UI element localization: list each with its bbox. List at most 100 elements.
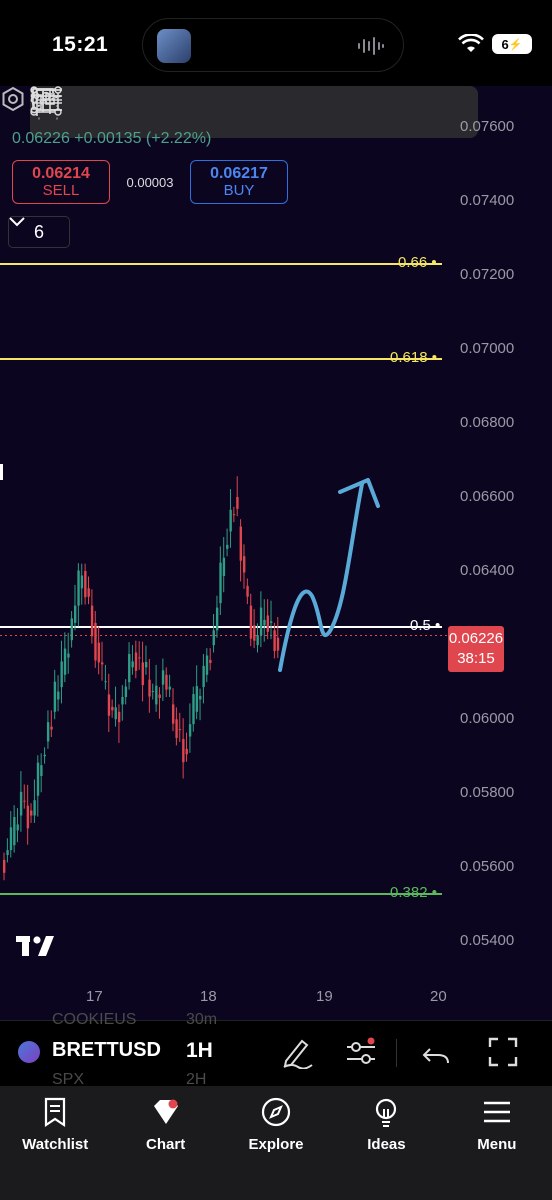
candle-body: [151, 691, 155, 693]
chevron-down-icon: [9, 217, 25, 227]
candle: [151, 683, 155, 700]
candle: [155, 664, 158, 712]
candle-body: [9, 827, 13, 851]
nav-watchlist[interactable]: Watchlist: [0, 1086, 110, 1200]
symbol-logo: [18, 1041, 40, 1063]
candle-body: [33, 800, 36, 816]
candle-body: [236, 496, 239, 509]
price-axis-tick: 0.05400: [460, 932, 515, 950]
candle: [121, 685, 124, 721]
candle: [57, 675, 60, 712]
lightbulb-icon: [376, 1098, 397, 1127]
candle-body: [263, 619, 266, 626]
battery-level: 6: [501, 36, 509, 52]
candle: [192, 686, 195, 732]
candle-body: [246, 585, 249, 597]
candle-body: [94, 622, 97, 661]
candle: [239, 519, 242, 582]
chart-canvas[interactable]: ⋮⋮ 0.06226 +0.00135 (+2.22%) 0.06214: [0, 86, 552, 1030]
candle-body: [202, 665, 205, 688]
candle: [266, 599, 270, 640]
candle: [172, 688, 175, 732]
fullscreen-icon[interactable]: [486, 1035, 520, 1069]
drawing-toolbar: ⋮⋮: [30, 86, 478, 138]
nav-menu[interactable]: Menu: [442, 1086, 552, 1200]
candle-body: [161, 670, 165, 685]
symbol-selector[interactable]: BRETTUSD: [52, 1039, 161, 1061]
candle: [40, 753, 43, 793]
projection-arrow: [278, 482, 364, 672]
candle-body: [155, 685, 158, 705]
chart-settings-icon[interactable]: [0, 86, 26, 112]
price-axis-tick: 0.05600: [460, 858, 515, 876]
candle: [168, 674, 172, 697]
candle-body: [23, 800, 26, 802]
candle: [43, 747, 46, 764]
candle: [249, 593, 253, 647]
fib-level-label: 0.5 •: [410, 617, 441, 634]
nav-chart[interactable]: Chart: [110, 1086, 220, 1200]
candle-body: [70, 618, 73, 641]
fib-level-label: 0.66 •: [398, 254, 437, 271]
nav-label: Watchlist: [22, 1136, 89, 1153]
long-position-icon[interactable]: [32, 86, 424, 138]
candle-body: [266, 615, 270, 632]
parallel-channel-icon[interactable]: [30, 86, 320, 138]
candle-body: [222, 557, 226, 576]
text-tool-icon[interactable]: [32, 86, 476, 138]
rectangle-icon[interactable]: [30, 86, 268, 138]
candle: [134, 640, 138, 679]
date-axis-tick: 18: [200, 988, 217, 1005]
candle-body: [172, 704, 175, 724]
candle: [114, 686, 117, 727]
bottom-nav: Watchlist Chart Explore Ideas Menu: [0, 1086, 552, 1200]
timeframe-selector[interactable]: 1H: [186, 1039, 213, 1062]
menu-icon: [483, 1101, 510, 1123]
price-axis-tick: 0.06000: [460, 710, 515, 728]
indicators-settings-icon[interactable]: [344, 1035, 378, 1069]
candle-countdown: 38:15: [457, 650, 495, 667]
nav-ideas[interactable]: Ideas: [331, 1086, 441, 1200]
candle: [222, 536, 226, 593]
candle: [117, 704, 121, 743]
candle: [80, 563, 84, 605]
sell-label: SELL: [42, 182, 80, 199]
candle-body: [57, 691, 60, 700]
candle-body: [158, 694, 161, 698]
candle-body: [107, 694, 111, 716]
date-axis-tick: 19: [316, 988, 333, 1005]
candle: [242, 544, 246, 589]
candle: [97, 626, 101, 675]
candle-body: [40, 765, 43, 777]
candle-body: [188, 724, 192, 737]
drawing-tools-icon[interactable]: [280, 1035, 314, 1069]
nav-explore[interactable]: Explore: [221, 1086, 331, 1200]
candle-body: [26, 805, 30, 829]
candle: [53, 669, 57, 720]
candle-body: [165, 674, 168, 690]
candle: [212, 614, 215, 653]
pitchfork-icon[interactable]: [30, 86, 372, 138]
candle: [205, 648, 209, 683]
candle: [60, 640, 63, 704]
indicators-toggle[interactable]: 6: [8, 216, 70, 248]
candle: [77, 563, 80, 627]
battery-indicator: 6 ⚡: [492, 34, 532, 54]
sell-button[interactable]: 0.06214 SELL: [12, 160, 110, 204]
current-price-tag: 0.06226 38:15: [448, 626, 504, 672]
price-axis-tick: 0.05800: [460, 784, 515, 802]
candle-body: [16, 824, 19, 831]
dynamic-island[interactable]: [142, 18, 404, 72]
candle-body: [121, 696, 124, 705]
buy-label: BUY: [223, 182, 255, 199]
spread-value: 0.00003: [126, 174, 174, 190]
candle: [6, 838, 9, 863]
candle: [229, 489, 232, 548]
candle: [144, 645, 148, 675]
candle-body: [239, 526, 242, 561]
price-chart[interactable]: [0, 86, 552, 1030]
buy-button[interactable]: 0.06217 BUY: [190, 160, 288, 204]
candle-body: [178, 729, 182, 731]
undo-icon[interactable]: [420, 1035, 454, 1069]
candle: [84, 563, 87, 605]
